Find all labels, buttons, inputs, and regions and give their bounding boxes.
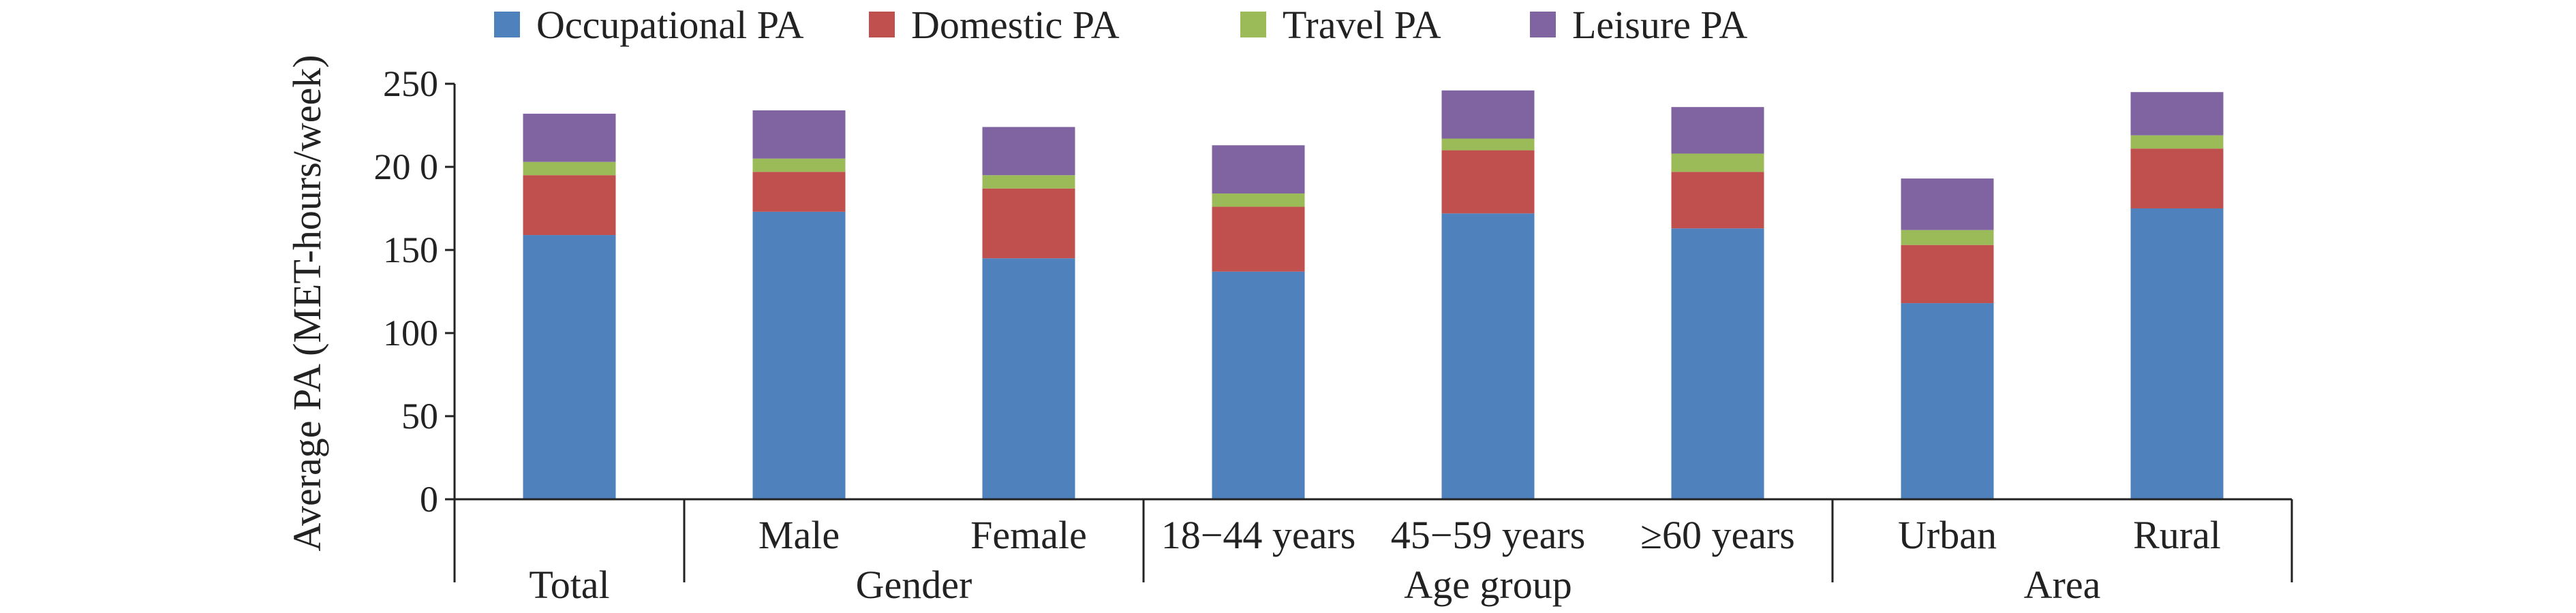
bar-segment-domestic-pa — [2130, 148, 2224, 208]
legend: Occupational PA Domestic PA Travel PA Leisu… — [494, 3, 1747, 47]
bar-segment-travel-pa — [752, 158, 846, 172]
x-group-label: Area — [2024, 563, 2101, 607]
bar-segment-travel-pa — [1212, 193, 1305, 207]
legend-swatch — [1240, 12, 1266, 37]
legend-swatch — [494, 12, 520, 37]
bar-segment-leisure-pa — [752, 110, 846, 159]
bar-segment-occupational-pa — [982, 258, 1075, 499]
x-group-label: Gender — [856, 563, 972, 607]
bar-segment-travel-pa — [1901, 230, 1994, 245]
x-category-label: 45−59 years — [1391, 513, 1586, 557]
x-category-label: Rural — [2133, 513, 2221, 557]
x-category-label: Male — [758, 513, 840, 557]
bar-segment-leisure-pa — [2130, 92, 2224, 136]
legend-label: Travel PA — [1283, 3, 1441, 47]
y-tick-label: 100 — [383, 313, 438, 353]
x-category-label: 18−44 years — [1161, 513, 1356, 557]
legend-label: Occupational PA — [536, 3, 804, 47]
bar-segment-travel-pa — [1671, 153, 1764, 172]
x-category-label: Urban — [1898, 513, 1997, 557]
bar-segment-travel-pa — [2130, 135, 2224, 149]
y-axis: 0 50 100 150 20 0 250 — [374, 63, 456, 520]
legend-label: Domestic PA — [911, 3, 1120, 47]
bar-segment-occupational-pa — [752, 211, 846, 499]
bar-segment-domestic-pa — [982, 188, 1075, 259]
bar-segment-domestic-pa — [1441, 150, 1535, 214]
y-axis-label: Average PA (MET-hours/week) — [285, 54, 329, 551]
bar-segment-occupational-pa — [2130, 208, 2224, 499]
legend-label: Leisure PA — [1572, 3, 1747, 47]
bar-segment-leisure-pa — [982, 127, 1075, 176]
bar-segment-domestic-pa — [752, 172, 846, 212]
bar-segment-travel-pa — [1441, 138, 1535, 151]
bar-segment-occupational-pa — [523, 235, 616, 499]
y-tick-label: 20 0 — [374, 146, 439, 187]
bar-segment-domestic-pa — [1901, 245, 1994, 304]
legend-swatch — [869, 12, 895, 37]
y-tick-label: 250 — [383, 63, 438, 104]
y-tick-label: 50 — [401, 396, 438, 437]
x-axis: Male Female 18−44 years 45−59 years ≥60 year… — [453, 498, 2293, 607]
x-group-label: Total — [529, 563, 609, 607]
y-tick-label: 150 — [383, 230, 438, 270]
bar-segment-occupational-pa — [1901, 303, 1994, 499]
bars — [523, 90, 2224, 499]
x-category-label: Female — [970, 513, 1087, 557]
bar-segment-leisure-pa — [1441, 90, 1535, 139]
legend-swatch — [1530, 12, 1556, 37]
bar-segment-travel-pa — [523, 161, 616, 176]
bar-segment-leisure-pa — [523, 113, 616, 162]
bar-segment-domestic-pa — [1212, 206, 1305, 272]
x-category-label: ≥60 years — [1640, 513, 1795, 557]
bar-segment-occupational-pa — [1441, 213, 1535, 499]
bar-segment-leisure-pa — [1671, 107, 1764, 154]
bar-segment-domestic-pa — [523, 175, 616, 236]
bar-segment-domestic-pa — [1671, 172, 1764, 229]
y-tick-label: 0 — [420, 479, 438, 520]
bar-segment-leisure-pa — [1901, 178, 1994, 230]
bar-segment-occupational-pa — [1671, 228, 1764, 499]
bar-segment-occupational-pa — [1212, 271, 1305, 499]
bar-segment-leisure-pa — [1212, 145, 1305, 194]
bar-segment-travel-pa — [982, 175, 1075, 189]
x-group-label: Age group — [1404, 563, 1571, 607]
